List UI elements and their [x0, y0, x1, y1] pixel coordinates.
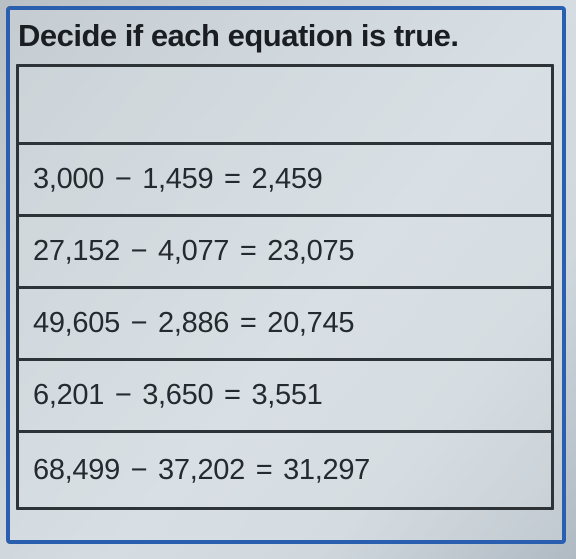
equation-cell: 27,152 − 4,077 = 23,075: [33, 235, 354, 268]
equation-cell: 68,499 − 37,202 = 31,297: [33, 454, 370, 487]
table-row: 3,000 − 1,459 = 2,459: [19, 145, 551, 217]
worksheet-title: Decide if each equation is true.: [18, 18, 459, 53]
table-row: 6,201 − 3,650 = 3,551: [19, 361, 551, 433]
table-row: 68,499 − 37,202 = 31,297: [19, 433, 551, 507]
equations-table: 3,000 − 1,459 = 2,459 27,152 − 4,077 = 2…: [16, 64, 554, 510]
worksheet-frame: Decide if each equation is true. 3,000 −…: [6, 6, 566, 544]
table-row: 49,605 − 2,886 = 20,745: [19, 289, 551, 361]
title-row: Decide if each equation is true.: [16, 14, 554, 62]
equation-cell: 3,000 − 1,459 = 2,459: [33, 163, 323, 196]
table-row: 27,152 − 4,077 = 23,075: [19, 217, 551, 289]
table-header-row: [19, 67, 551, 145]
equation-cell: 6,201 − 3,650 = 3,551: [33, 379, 323, 412]
equation-cell: 49,605 − 2,886 = 20,745: [33, 307, 354, 340]
